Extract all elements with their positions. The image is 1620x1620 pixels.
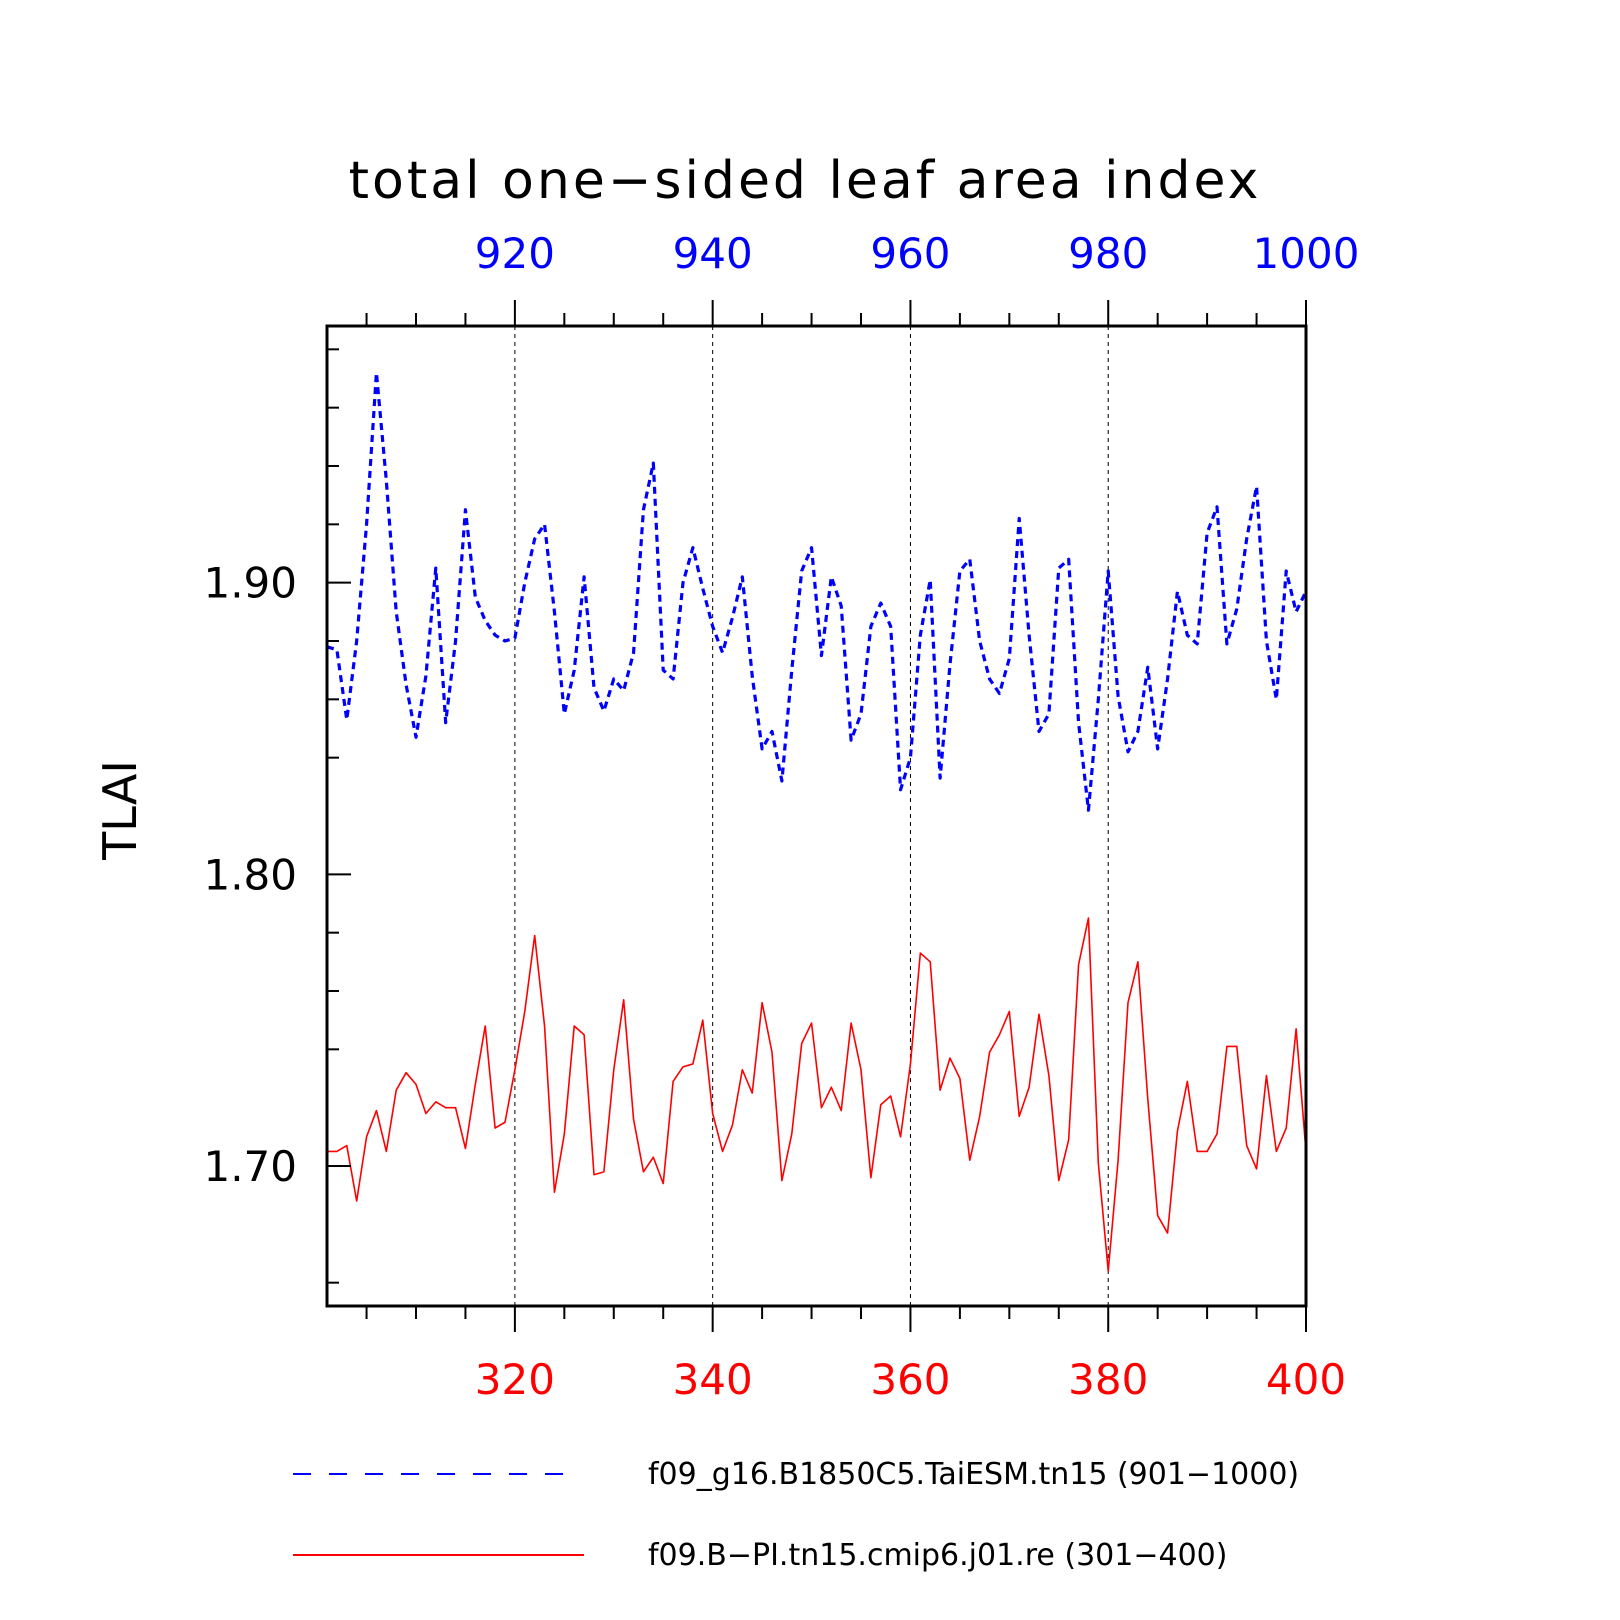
legend-label-1: f09_g16.B1850C5.TaiESM.tn15 (901−1000) xyxy=(648,1457,1299,1492)
bottom-tick-label: 380 xyxy=(1068,1355,1148,1404)
bottom-tick-label: 320 xyxy=(475,1355,555,1404)
y-tick-label: 1.80 xyxy=(203,850,297,899)
plot-frame xyxy=(325,324,1308,1308)
series-layer xyxy=(326,371,1308,1272)
y-axis-label: TLAI xyxy=(93,760,147,861)
chart-title: total one−sided leaf area index xyxy=(349,151,1262,211)
axes-layer: 1.70 1.80 1.90 920 940 960 980 1000 320 340 360 380… xyxy=(203,229,1359,1404)
legend: f09_g16.B1850C5.TaiESM.tn15 (901−1000) f0… xyxy=(293,1457,1299,1573)
bottom-tick-label: 360 xyxy=(870,1355,950,1404)
y-tick-label: 1.90 xyxy=(203,559,297,608)
top-tick-label: 980 xyxy=(1068,229,1148,278)
bottom-tick-label: 400 xyxy=(1266,1355,1346,1404)
y-tick-label: 1.70 xyxy=(203,1142,297,1191)
series-line-1 xyxy=(326,371,1308,812)
top-tick-label: 920 xyxy=(475,229,555,278)
top-tick-label: 1000 xyxy=(1253,229,1360,278)
top-tick-label: 940 xyxy=(673,229,753,278)
series-line-2 xyxy=(327,917,1307,1272)
legend-label-2: f09.B−PI.tn15.cmip6.j01.re (301−400) xyxy=(648,1538,1227,1573)
gridlines xyxy=(514,326,1109,1306)
top-tick-label: 960 xyxy=(870,229,950,278)
bottom-tick-label: 340 xyxy=(673,1355,753,1404)
